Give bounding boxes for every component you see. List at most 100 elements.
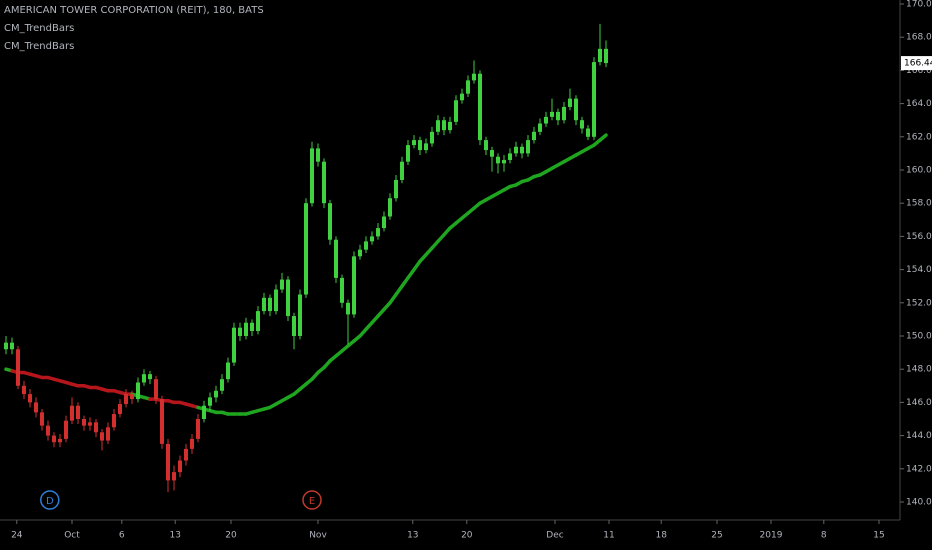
candle-body	[160, 399, 164, 444]
candle-body	[592, 62, 596, 137]
candle-body	[154, 379, 158, 400]
y-tick-label: 142.00	[906, 464, 932, 474]
y-tick-label: 140.00	[906, 498, 932, 508]
candle-body	[322, 161, 326, 204]
candle-body	[76, 405, 80, 419]
candle-body	[328, 203, 332, 240]
x-tick-label: 24	[11, 531, 23, 541]
candle-body	[574, 98, 578, 121]
candle-body	[292, 316, 296, 336]
candle-body	[472, 73, 476, 81]
candle-body	[448, 121, 452, 131]
event-marker	[40, 490, 60, 510]
candle-body	[406, 145, 410, 162]
candle-body	[358, 249, 362, 257]
candle-body	[58, 438, 62, 443]
candle-body	[190, 438, 194, 449]
candle-body	[10, 342, 14, 350]
candle-body	[454, 100, 458, 122]
candle-body	[94, 422, 98, 433]
candle-body	[208, 397, 212, 406]
candle-body	[508, 153, 512, 161]
candle-body	[88, 422, 92, 426]
candle-body	[394, 179, 398, 199]
candle-body	[580, 120, 584, 129]
candle-body	[412, 140, 416, 146]
candle-body	[238, 327, 242, 336]
candle-body	[16, 349, 20, 386]
x-tick-label: 15	[873, 531, 884, 541]
x-tick-label: 25	[711, 531, 722, 541]
candle-body	[214, 390, 218, 398]
candle-body	[46, 425, 50, 436]
y-tick-label: 160.00	[906, 166, 932, 176]
candle-body	[100, 432, 104, 441]
candle-body	[64, 420, 68, 439]
x-tick-label: 8	[821, 531, 827, 541]
x-tick-label: Oct	[64, 531, 80, 541]
candle-body	[28, 394, 32, 403]
candle-body	[244, 322, 248, 336]
candle-body	[502, 160, 506, 164]
candle-body	[352, 256, 356, 315]
candle-body	[418, 140, 422, 151]
candle-body	[256, 311, 260, 332]
candle-body	[340, 277, 344, 303]
candle-body	[232, 327, 236, 363]
x-tick-label: 20	[461, 531, 473, 541]
candle-body	[598, 48, 602, 63]
candle-body	[148, 374, 152, 380]
x-tick-label: 13	[169, 531, 180, 541]
candle-body	[562, 106, 566, 121]
candle-body	[442, 120, 446, 131]
x-tick-label: 6	[119, 531, 125, 541]
candle-body	[490, 150, 494, 157]
candle-body	[40, 412, 44, 426]
candle-body	[220, 379, 224, 391]
candle-body	[376, 228, 380, 237]
candle-body	[124, 394, 128, 405]
candle-body	[4, 342, 8, 350]
y-tick-label: 162.00	[906, 132, 932, 142]
candle-body	[496, 156, 500, 164]
candle-body	[544, 116, 548, 124]
candle-body	[334, 239, 338, 278]
event-marker	[302, 490, 322, 510]
candle-body	[112, 414, 116, 428]
y-tick-label: 150.00	[906, 332, 932, 342]
y-tick-label: 170.00	[906, 0, 932, 10]
candle-body	[166, 443, 170, 481]
candle-body	[82, 419, 86, 426]
candle-body	[538, 123, 542, 132]
candle-body	[310, 148, 314, 204]
candle-body	[184, 448, 188, 461]
candle-body	[118, 404, 122, 415]
y-tick-label: 146.00	[906, 398, 932, 408]
candle-body	[70, 405, 74, 421]
candle-body	[514, 146, 518, 154]
y-tick-label: 152.00	[906, 298, 932, 308]
candle-body	[382, 216, 386, 229]
candle-body	[226, 362, 230, 380]
candle-body	[274, 289, 278, 312]
x-tick-label: 2019	[760, 531, 783, 541]
candle-body	[106, 427, 110, 441]
candle-body	[142, 374, 146, 383]
x-tick-label: 11	[603, 531, 614, 541]
candle-body	[556, 111, 560, 121]
candle-body	[34, 402, 38, 413]
candle-body	[172, 472, 176, 481]
candle-body	[520, 146, 524, 154]
candle-body	[286, 279, 290, 317]
x-tick-label: 13	[407, 531, 418, 541]
x-tick-label: Nov	[309, 531, 327, 541]
candle-body	[466, 80, 470, 94]
x-tick-label: Dec	[546, 531, 563, 541]
candle-body	[532, 131, 536, 141]
candle-body	[388, 198, 392, 217]
last-price-box	[901, 56, 932, 71]
candle-body	[136, 382, 140, 400]
candle-body	[202, 405, 206, 419]
candle-body	[178, 460, 182, 473]
candle-body	[526, 140, 530, 154]
